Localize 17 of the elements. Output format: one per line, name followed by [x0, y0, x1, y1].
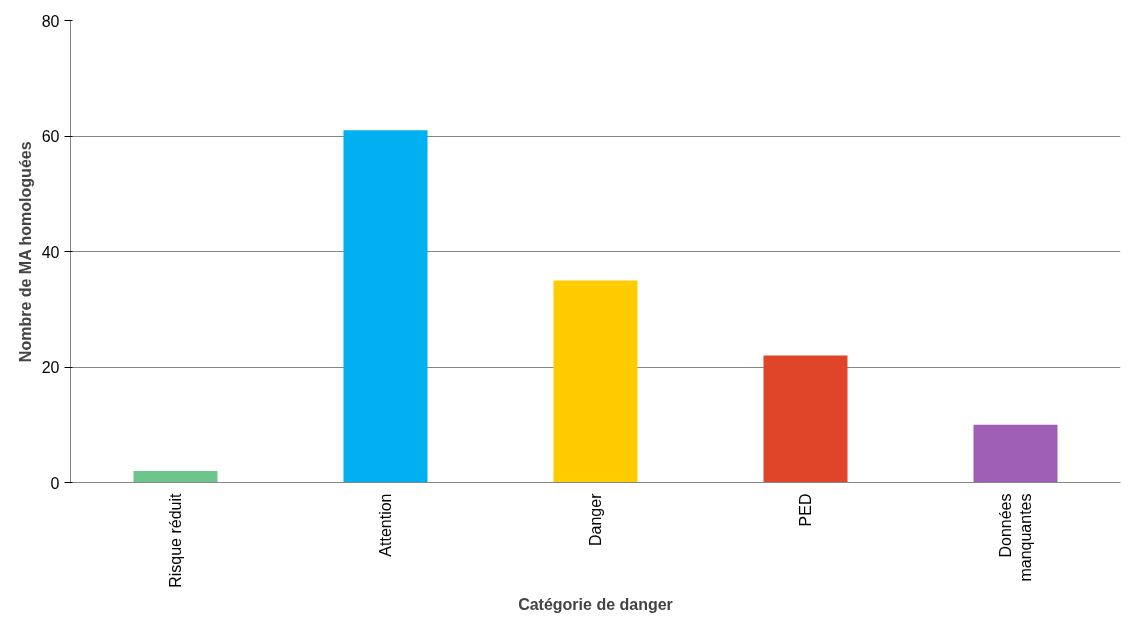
y-tick-label: 60 — [41, 128, 60, 145]
y-tick-label: 40 — [41, 243, 60, 261]
y-tick-label: 80 — [41, 12, 60, 30]
bar — [553, 280, 638, 483]
x-tick-label: Données manquantes — [996, 493, 1035, 582]
x-tick-label: PED — [797, 493, 814, 527]
bar — [973, 424, 1058, 483]
y-tick-label: 20 — [41, 359, 60, 376]
bar — [763, 355, 848, 483]
y-tick-label: 0 — [50, 474, 60, 492]
x-tick-label: Risque réduit — [167, 492, 184, 588]
x-tick-label: Danger — [587, 492, 604, 546]
x-axis-title: Catégorie de danger — [518, 595, 673, 613]
y-axis-title: Nombre de MA homologuées — [16, 141, 34, 363]
x-tick-label: Attention — [377, 493, 394, 557]
bar — [133, 470, 218, 483]
bar — [343, 130, 428, 483]
